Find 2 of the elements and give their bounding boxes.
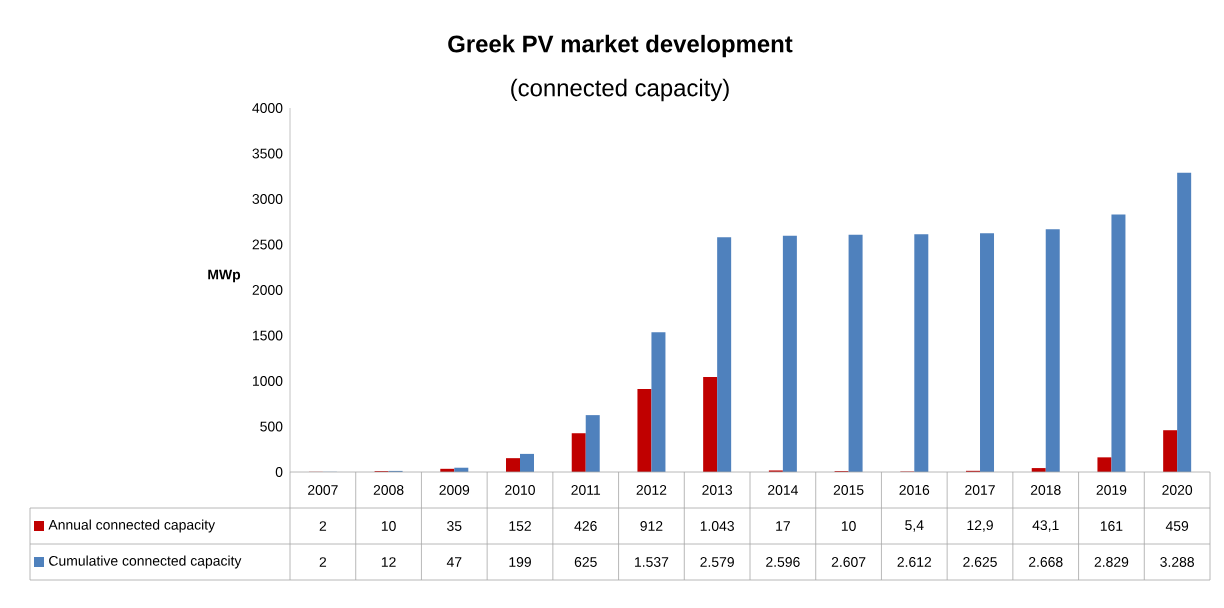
chart-subtitle: (connected capacity) bbox=[511, 78, 729, 102]
chart-title: Greek PV market development bbox=[448, 34, 793, 58]
